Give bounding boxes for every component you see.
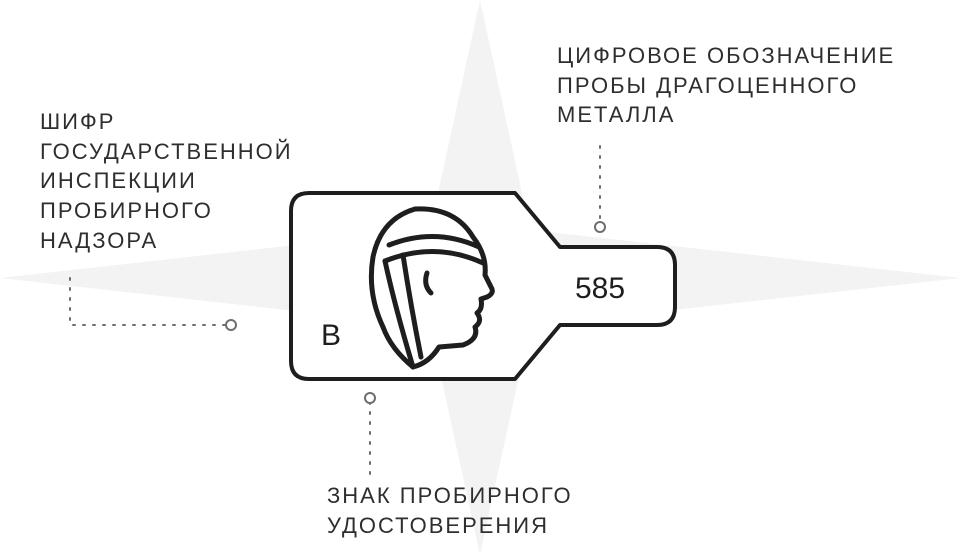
callout-bottom: ЗНАК ПРОБИРНОГО УДОСТОВЕРЕНИЯ [327, 481, 573, 540]
leader-dot-bottom [365, 393, 375, 403]
diagram-stage: В 585 ШИФР ГОСУДАРСТВЕННОЙ ИНСПЕКЦИИ ПРО… [0, 0, 961, 555]
callout-left-line-0: ШИФР [40, 107, 293, 137]
hallmark-cipher-letter: В [321, 319, 341, 352]
hallmark-badge: В 585 [285, 185, 680, 385]
callout-left-line-3: ПРОБИРНОГО [40, 196, 293, 226]
callout-top-right-line-0: ЦИФРОВОЕ ОБОЗНАЧЕНИЕ [557, 41, 895, 71]
callout-top-right-line-1: ПРОБЫ ДРАГОЦЕННОГО [557, 71, 895, 101]
leader-dot-left [226, 320, 236, 330]
hallmark-purity-number: 585 [575, 272, 625, 305]
leader-line-left [70, 278, 231, 325]
callout-left: ШИФР ГОСУДАРСТВЕННОЙ ИНСПЕКЦИИ ПРОБИРНОГ… [40, 107, 293, 255]
callout-top-right: ЦИФРОВОЕ ОБОЗНАЧЕНИЕ ПРОБЫ ДРАГОЦЕННОГО … [557, 41, 895, 130]
callout-top-right-line-2: МЕТАЛЛА [557, 100, 895, 130]
callout-bottom-line-0: ЗНАК ПРОБИРНОГО [327, 481, 573, 511]
callout-left-line-4: НАДЗОРА [40, 226, 293, 256]
callout-bottom-line-1: УДОСТОВЕРЕНИЯ [327, 511, 573, 541]
callout-left-line-1: ГОСУДАРСТВЕННОЙ [40, 137, 293, 167]
callout-left-line-2: ИНСПЕКЦИИ [40, 166, 293, 196]
